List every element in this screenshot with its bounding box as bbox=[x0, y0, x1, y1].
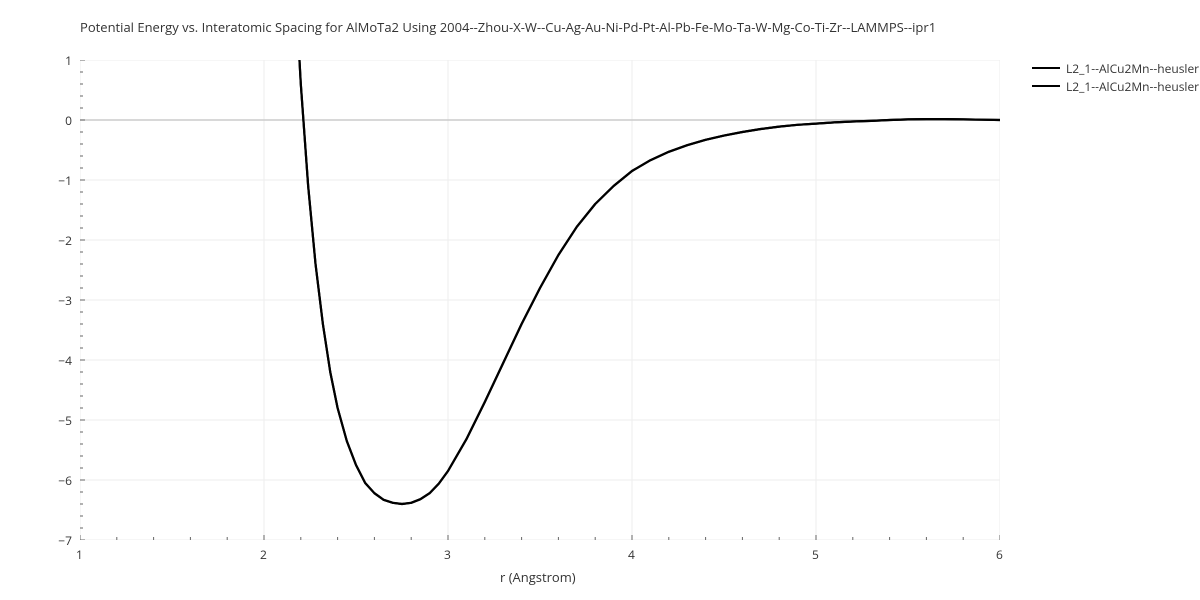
x-tick-label: 3 bbox=[444, 546, 451, 563]
x-tick-label: 2 bbox=[260, 546, 267, 563]
y-tick-label: −2 bbox=[42, 232, 72, 249]
legend-swatch bbox=[1032, 67, 1060, 69]
y-tick-label: 1 bbox=[42, 52, 72, 69]
x-tick-label: 5 bbox=[812, 546, 819, 563]
legend-label: L2_1--AlCu2Mn--heusler bbox=[1066, 60, 1199, 77]
x-tick-label: 6 bbox=[996, 546, 1003, 563]
y-tick-label: −4 bbox=[42, 352, 72, 369]
y-tick-label: −5 bbox=[42, 412, 72, 429]
y-tick-label: −7 bbox=[42, 532, 72, 549]
y-tick-label: −3 bbox=[42, 292, 72, 309]
chart-container: Potential Energy vs. Interatomic Spacing… bbox=[0, 0, 1200, 600]
y-tick-label: 0 bbox=[42, 112, 72, 129]
legend-item[interactable]: L2_1--AlCu2Mn--heusler bbox=[1032, 60, 1199, 76]
plot-area[interactable] bbox=[80, 60, 1000, 540]
x-tick-label: 1 bbox=[76, 546, 83, 563]
legend-swatch bbox=[1032, 85, 1060, 87]
y-tick-label: −1 bbox=[42, 172, 72, 189]
y-tick-label: −6 bbox=[42, 472, 72, 489]
chart-title: Potential Energy vs. Interatomic Spacing… bbox=[80, 18, 936, 36]
legend: L2_1--AlCu2Mn--heuslerL2_1--AlCu2Mn--heu… bbox=[1032, 60, 1199, 96]
x-axis-label: r (Angstrom) bbox=[500, 568, 576, 586]
legend-label: L2_1--AlCu2Mn--heusler bbox=[1066, 78, 1199, 95]
x-tick-label: 4 bbox=[628, 546, 635, 563]
legend-item[interactable]: L2_1--AlCu2Mn--heusler bbox=[1032, 78, 1199, 94]
